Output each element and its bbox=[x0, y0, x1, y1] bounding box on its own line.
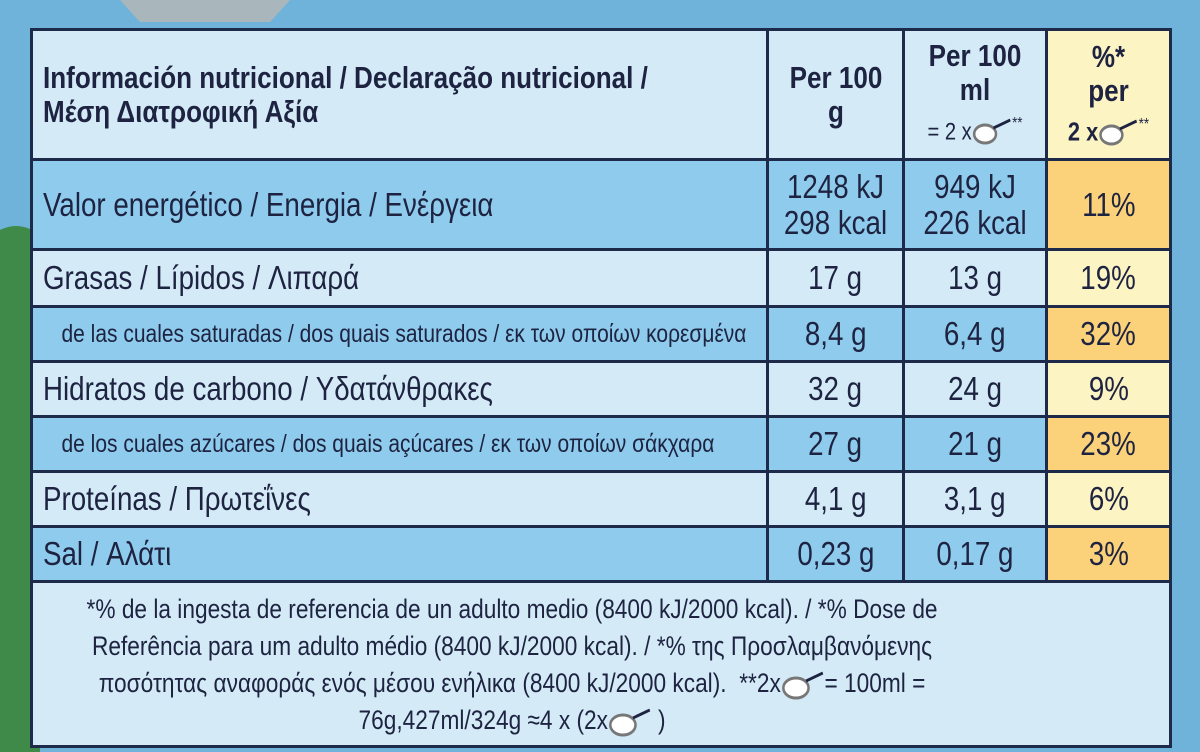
cell-text: Grasas / Lípidos / Λιπαρά bbox=[43, 259, 360, 296]
cell-text: Valor energético / Energia / Ενέργεια bbox=[43, 185, 494, 223]
cell-text: Hidratos de carbono / Υδατάνθρακες bbox=[43, 370, 493, 407]
header-col2-text: Per 100 ml = 2 x ** bbox=[916, 39, 1034, 149]
value-cell: 0,23 g bbox=[769, 528, 902, 580]
cell-text: 32% bbox=[1080, 315, 1137, 352]
value-lines: 1248 kJ 298 kcal bbox=[780, 167, 892, 241]
cell-text: 9% bbox=[1088, 370, 1129, 407]
row-label-cell: Sal / Αλάτι bbox=[33, 528, 766, 580]
h2-line1: Per 100 ml bbox=[928, 38, 1022, 108]
footnote-serving: **2x bbox=[739, 668, 781, 698]
ri-cell: 19% bbox=[1048, 251, 1169, 305]
value-cell: 0,17 g bbox=[905, 528, 1045, 580]
value-line: 1248 kJ bbox=[786, 167, 885, 205]
footnote-main: *% de la ingesta de referencia de un adu… bbox=[86, 594, 938, 698]
ri-cell: 23% bbox=[1048, 418, 1169, 470]
header-col1-text: Per 100 g bbox=[789, 59, 882, 129]
cell-text: 6% bbox=[1088, 480, 1129, 517]
value-lines: 949 kJ 226 kcal bbox=[916, 167, 1034, 241]
cell-text: 23% bbox=[1080, 425, 1137, 462]
value-cell: 21 g bbox=[905, 418, 1045, 470]
value-cell: 4,1 g bbox=[769, 473, 902, 525]
cell-text: Proteínas / Πρωτεΐνες bbox=[43, 480, 311, 517]
value-cell: 6,4 g bbox=[905, 308, 1045, 360]
value-line: 949 kJ bbox=[934, 167, 1016, 205]
cell-text: 24 g bbox=[948, 370, 1002, 407]
value-line: 298 kcal bbox=[783, 203, 888, 241]
h3-prefix: 2 x bbox=[1067, 116, 1099, 147]
cell-text: de los cuales azúcares / dos quais açúca… bbox=[61, 429, 715, 458]
cell-text: 32 g bbox=[808, 370, 863, 407]
ri-cell: 9% bbox=[1048, 363, 1169, 415]
value-cell: 24 g bbox=[905, 363, 1045, 415]
footnote-equals: = 100ml = 76g,427ml/324g ≈4 x (2x bbox=[358, 668, 926, 735]
row-label-cell: Hidratos de carbono / Υδατάνθρακες bbox=[33, 363, 766, 415]
h2-prefix: = 2 x bbox=[927, 118, 972, 146]
cell-text: 3% bbox=[1088, 535, 1129, 572]
h3-suffix: ** bbox=[1138, 116, 1150, 134]
footnote: *% de la ingesta de referencia de un adu… bbox=[33, 583, 1169, 745]
cell-text: 11% bbox=[1081, 185, 1136, 223]
value-cell: 17 g bbox=[769, 251, 902, 305]
cell-text: 27 g bbox=[808, 425, 863, 462]
value-line: 226 kcal bbox=[923, 203, 1027, 241]
spoon-icon bbox=[973, 119, 1011, 145]
cell-text: 0,17 g bbox=[936, 535, 1014, 572]
spoon-icon bbox=[1099, 120, 1138, 146]
header-col1: Per 100 g bbox=[769, 31, 902, 158]
cell-text: de las cuales saturadas / dos quais satu… bbox=[61, 319, 747, 348]
ri-cell: 32% bbox=[1048, 308, 1169, 360]
row-label-cell: de los cuales azúcares / dos quais açúca… bbox=[33, 418, 766, 470]
ri-cell: 11% bbox=[1048, 161, 1169, 248]
value-cell: 13 g bbox=[905, 251, 1045, 305]
h3-line1: %* bbox=[1091, 39, 1126, 75]
ri-cell: 6% bbox=[1048, 473, 1169, 525]
nutrition-table: Información nutricional / Declaração nut… bbox=[30, 28, 1172, 748]
value-cell: 32 g bbox=[769, 363, 902, 415]
value-cell: 949 kJ 226 kcal bbox=[905, 161, 1045, 248]
header-title-cell: Información nutricional / Declaração nut… bbox=[33, 31, 766, 158]
header-col3: %* per 2 x ** bbox=[1048, 31, 1169, 158]
row-label-cell: Valor energético / Energia / Ενέργεια bbox=[33, 161, 766, 248]
cell-text: 0,23 g bbox=[796, 535, 875, 572]
value-cell: 27 g bbox=[769, 418, 902, 470]
value-cell: 1248 kJ 298 kcal bbox=[769, 161, 902, 248]
spoon-icon bbox=[782, 671, 824, 700]
cell-text: 17 g bbox=[808, 259, 863, 296]
ri-cell: 3% bbox=[1048, 528, 1169, 580]
footnote-text: *% de la ingesta de referencia de un adu… bbox=[45, 591, 979, 739]
cell-text: 4,1 g bbox=[804, 480, 867, 517]
row-label-cell: Proteínas / Πρωτεΐνες bbox=[33, 473, 766, 525]
h2-suffix: ** bbox=[1012, 115, 1023, 133]
footnote-close: ) bbox=[657, 705, 666, 735]
row-label-cell: Grasas / Lípidos / Λιπαρά bbox=[33, 251, 766, 305]
cell-text: 13 g bbox=[948, 259, 1002, 296]
h3-line2: per bbox=[1088, 73, 1129, 109]
cell-text: 8,4 g bbox=[804, 315, 867, 352]
cell-text: 6,4 g bbox=[944, 315, 1006, 352]
header-col2: Per 100 ml = 2 x ** bbox=[905, 31, 1045, 158]
cell-text: 3,1 g bbox=[944, 480, 1006, 517]
row-label-cell: de las cuales saturadas / dos quais satu… bbox=[33, 308, 766, 360]
header-title: Información nutricional / Declaração nut… bbox=[43, 59, 648, 129]
cell-text: 19% bbox=[1080, 259, 1137, 296]
header-col3-text: %* per 2 x ** bbox=[1058, 40, 1160, 148]
spoon-icon bbox=[609, 708, 651, 737]
cell-text: Sal / Αλάτι bbox=[43, 535, 172, 572]
cell-text: 21 g bbox=[948, 425, 1002, 462]
value-cell: 8,4 g bbox=[769, 308, 902, 360]
value-cell: 3,1 g bbox=[905, 473, 1045, 525]
